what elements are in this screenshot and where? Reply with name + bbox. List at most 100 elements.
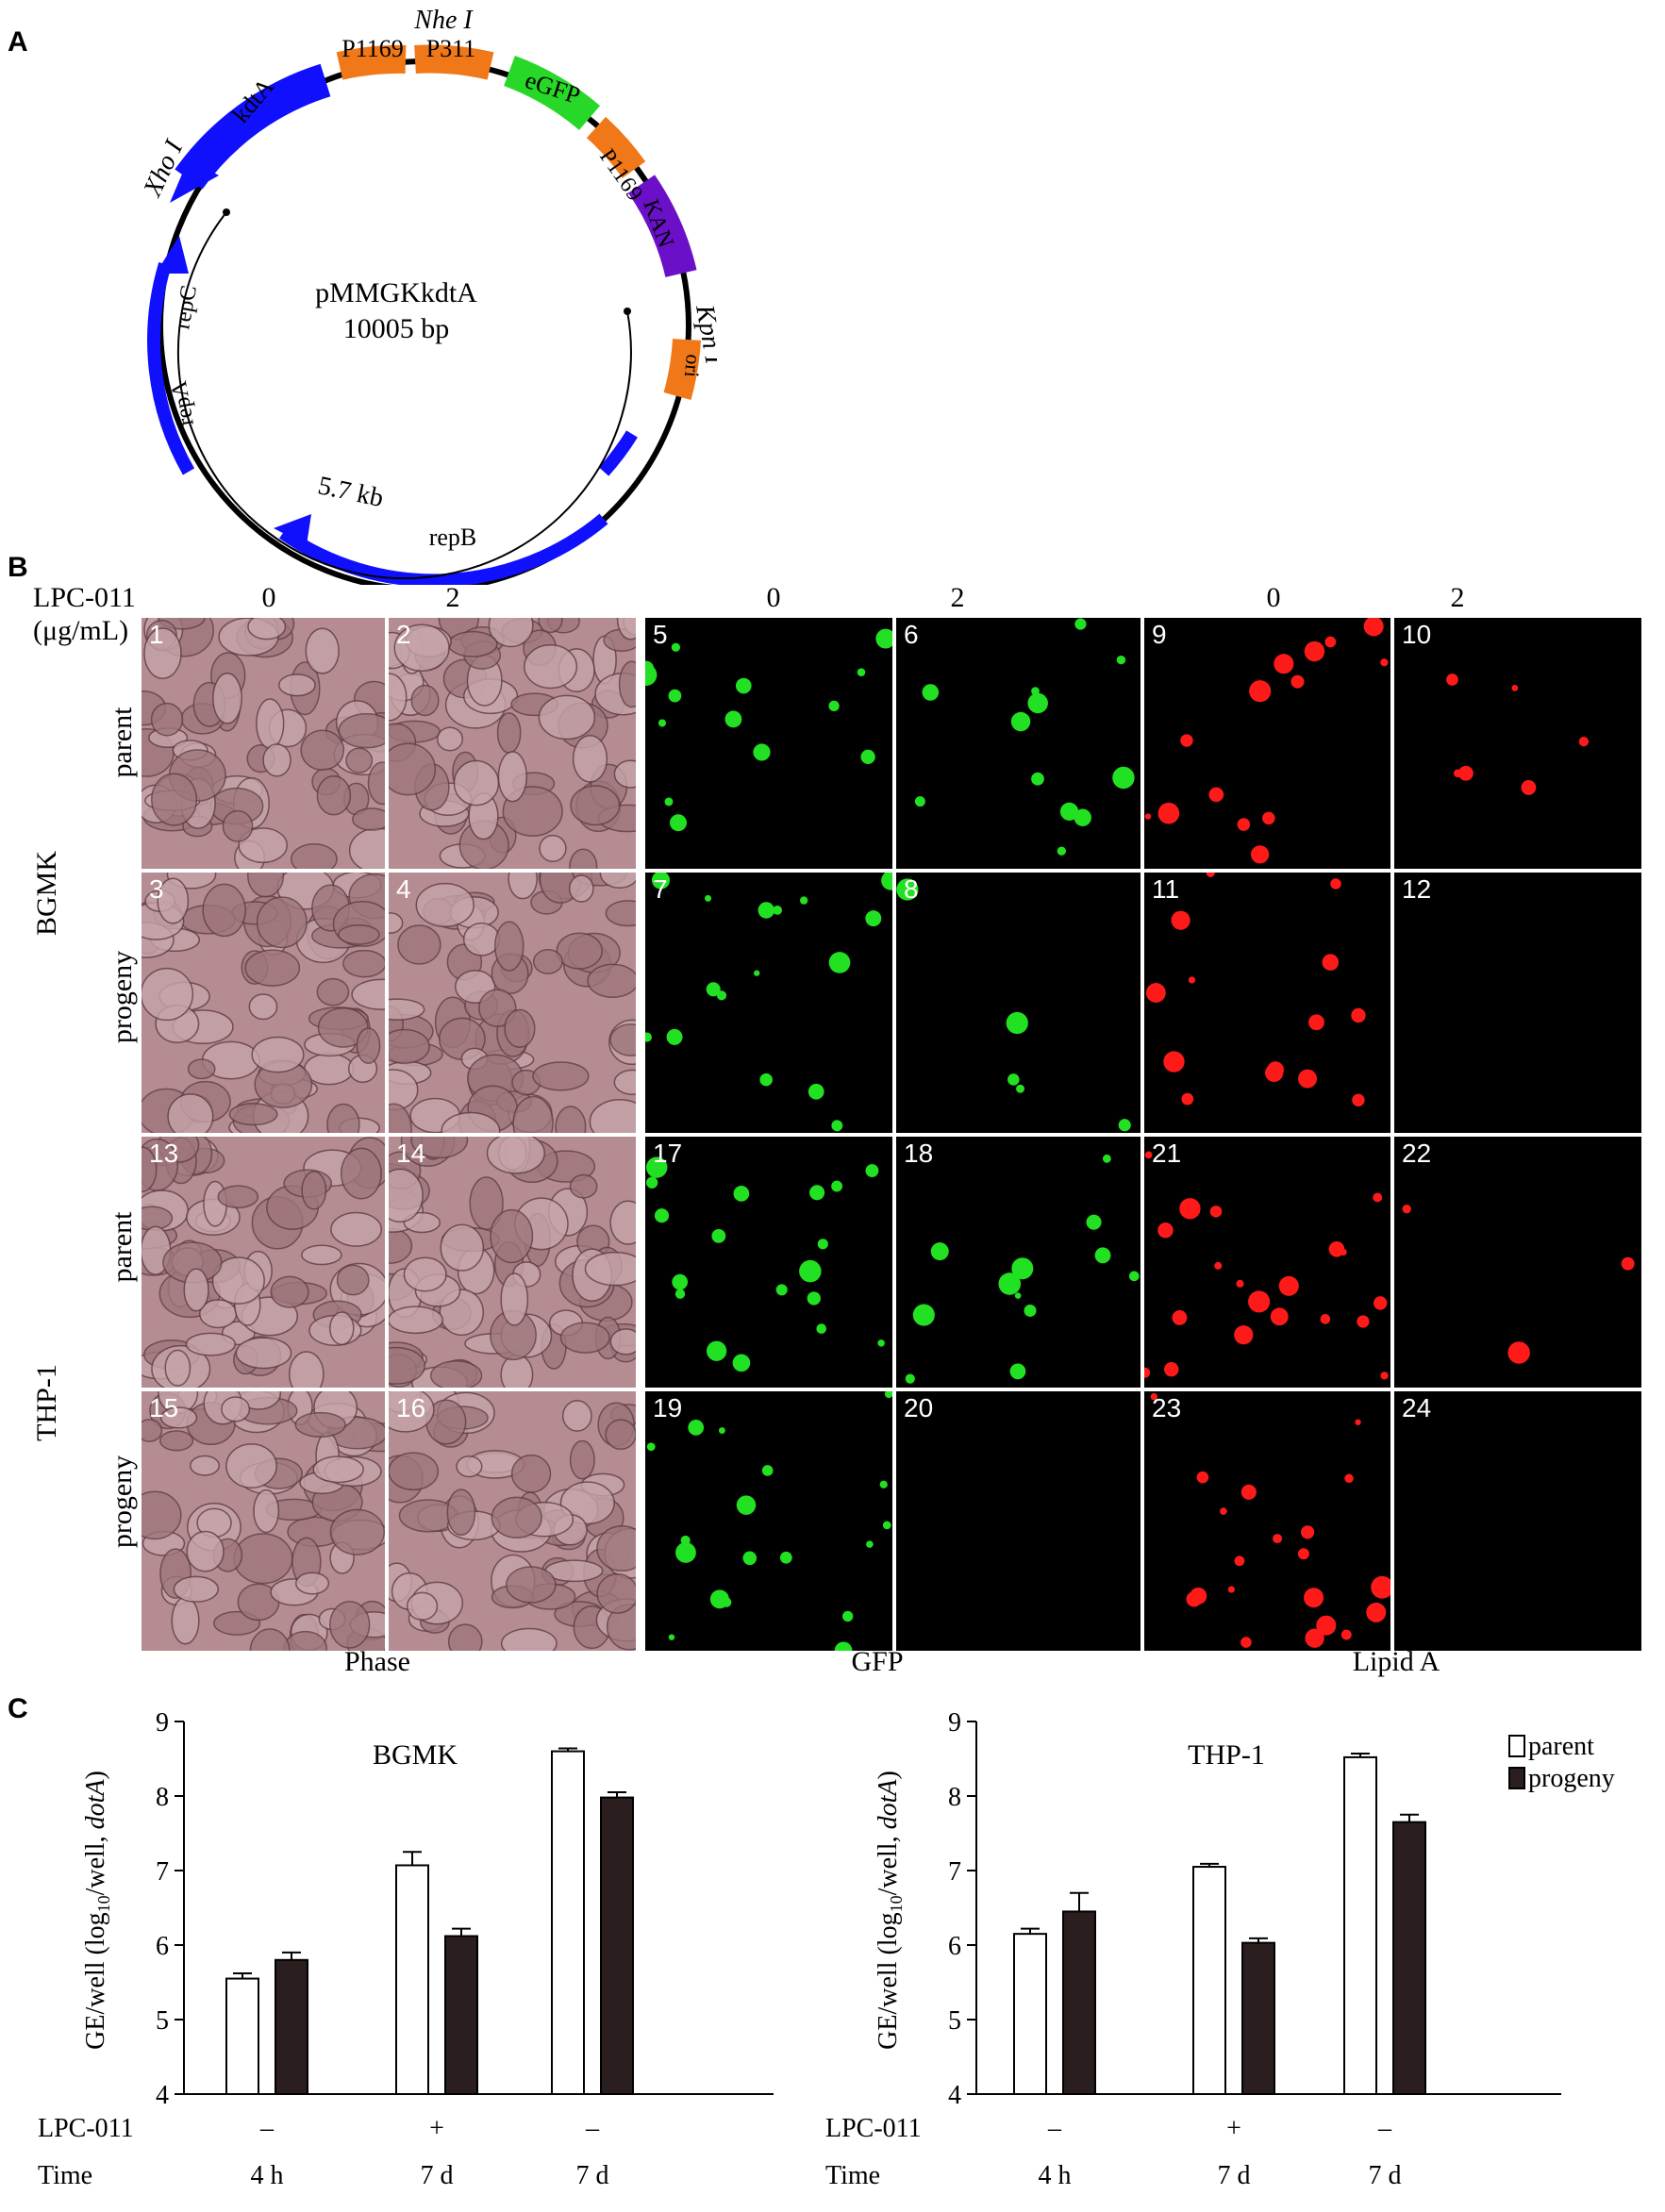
P1169-arrow [336, 44, 407, 80]
y-tick-label: 4 [156, 2081, 169, 2110]
treatment-mark: + [1226, 2114, 1241, 2143]
micrograph-13: 13 [142, 1137, 385, 1388]
bar-progeny [275, 1958, 308, 2095]
bar-charts: 4 5 6 7 8 9 BGMK GE/well (log10/well, dotA) – 4 h… [38, 1708, 1615, 2190]
bar-parent [225, 1977, 259, 2095]
time-label: 7 d [1218, 2161, 1251, 2190]
panel-number: 2 [396, 620, 411, 649]
micrograph-11: 11 [1144, 873, 1390, 1133]
panel-number: 20 [904, 1393, 934, 1422]
bar-progeny [1241, 1941, 1275, 2095]
chart-title: BGMK [373, 1739, 458, 1771]
dose-header-3: 0 [766, 582, 781, 613]
NheI-site: Nhe I [413, 6, 474, 35]
group-label-gfp: GFP [851, 1646, 904, 1677]
legend-swatch-parent [1508, 1735, 1525, 1757]
panel-number: 16 [396, 1393, 426, 1422]
micrograph-16: 16 [389, 1391, 636, 1651]
treatment-label: LPC-011 [33, 582, 136, 613]
micrograph-24: 24 [1394, 1391, 1641, 1651]
micrograph-12: 12 [1394, 873, 1641, 1133]
y-tick-label: 4 [948, 2081, 961, 2110]
y-axis-label: GE/well (log10/well, dotA) [81, 1771, 113, 2050]
micrograph-9: 9 [1144, 618, 1390, 869]
ori-box [663, 338, 701, 401]
treatment-mark: – [259, 2114, 275, 2143]
panel-number: 15 [149, 1393, 179, 1422]
panel-number: 11 [1152, 874, 1180, 904]
panel-number: 1 [149, 620, 164, 649]
P1169-label: P1169 [341, 35, 404, 62]
P1169-2-arrow [586, 116, 646, 178]
panel-number: 19 [653, 1393, 683, 1422]
micrograph-15: 15 [142, 1391, 385, 1651]
dose-header-5: 0 [1266, 582, 1281, 613]
panel-number: 9 [1152, 620, 1167, 649]
panel-number: 4 [396, 874, 411, 904]
micrograph-18: 18 [896, 1137, 1141, 1388]
treatment-row-label: LPC-011 [38, 2114, 134, 2143]
y-tick-label: 7 [948, 1857, 961, 1887]
group-label-phase: Phase [344, 1646, 410, 1677]
micrograph-17: 17 [645, 1137, 892, 1388]
kdtA-arrow [175, 63, 331, 190]
panel-number: 24 [1402, 1393, 1432, 1422]
treatment-mark: – [1377, 2114, 1392, 2143]
micrograph-19: 19 [645, 1391, 892, 1651]
KAN-arrow [627, 175, 697, 278]
treatment-mark: + [429, 2114, 444, 2143]
y-tick-label: 8 [156, 1783, 169, 1812]
bar-parent [1343, 1755, 1377, 2095]
group-label-lipidA: Lipid A [1352, 1646, 1440, 1677]
repB-arrow [278, 513, 608, 585]
micrograph-23: 23 [1144, 1391, 1390, 1651]
y-tick-label: 5 [948, 2006, 961, 2036]
panel-c-letter: C [8, 1693, 28, 1724]
panel-number: 6 [904, 620, 919, 649]
time-label: 7 d [421, 2161, 454, 2190]
bar-progeny [1392, 1821, 1426, 2095]
y-tick-label: 8 [948, 1783, 961, 1812]
micrograph-14: 14 [389, 1137, 636, 1388]
time-label: 4 h [251, 2161, 284, 2190]
y-tick-label: 7 [156, 1857, 169, 1887]
P311-label: P311 [426, 35, 476, 62]
cellline-THP1: THP-1 [31, 1364, 62, 1441]
y-tick-label: 6 [948, 1932, 961, 1961]
plasmid-name: pMMGKkdtA [315, 277, 477, 308]
micrograph-1: 1 [142, 618, 385, 869]
y-tick-label: 6 [156, 1932, 169, 1961]
micrograph-3: 3 [142, 873, 385, 1133]
micrograph-22: 22 [1394, 1137, 1641, 1388]
bar-progeny [600, 1796, 634, 2096]
repB-label: repB [429, 524, 477, 551]
panel-number: 14 [396, 1139, 426, 1168]
eGFP-arrow [503, 56, 601, 131]
legend-label-progeny: progeny [1528, 1764, 1615, 1793]
micrograph-6: 6 [896, 618, 1141, 869]
treatment-row-label: LPC-011 [825, 2114, 922, 2143]
legend-swatch-progeny [1508, 1767, 1525, 1789]
treatment-mark: – [585, 2114, 600, 2143]
y-tick-label: 9 [156, 1708, 169, 1738]
bar-parent [1013, 1933, 1047, 2095]
arc-length-label: 5.7 kb [315, 471, 386, 513]
time-label: 4 h [1039, 2161, 1072, 2190]
cellline-BGMK: BGMK [31, 851, 62, 937]
y-axis-label: GE/well (log10/well, dotA) [874, 1771, 906, 2050]
repC-label: repC [170, 284, 202, 331]
strain-label-2: progeny [107, 950, 138, 1044]
panel-number: 10 [1402, 620, 1432, 649]
time-label: 7 d [1369, 2161, 1402, 2190]
strain-label-1: parent [107, 707, 138, 778]
micrograph-4: 4 [389, 873, 636, 1133]
ori-label: ori [680, 354, 706, 379]
bar-parent [551, 1750, 585, 2095]
y-tick-label: 9 [948, 1708, 961, 1738]
panel-number: 13 [149, 1139, 179, 1168]
panel-number: 18 [904, 1139, 934, 1168]
dose-header-1: 0 [261, 582, 276, 613]
panel-number: 22 [1402, 1139, 1432, 1168]
P311-arrow [414, 44, 494, 80]
time-label: 7 d [576, 2161, 609, 2190]
